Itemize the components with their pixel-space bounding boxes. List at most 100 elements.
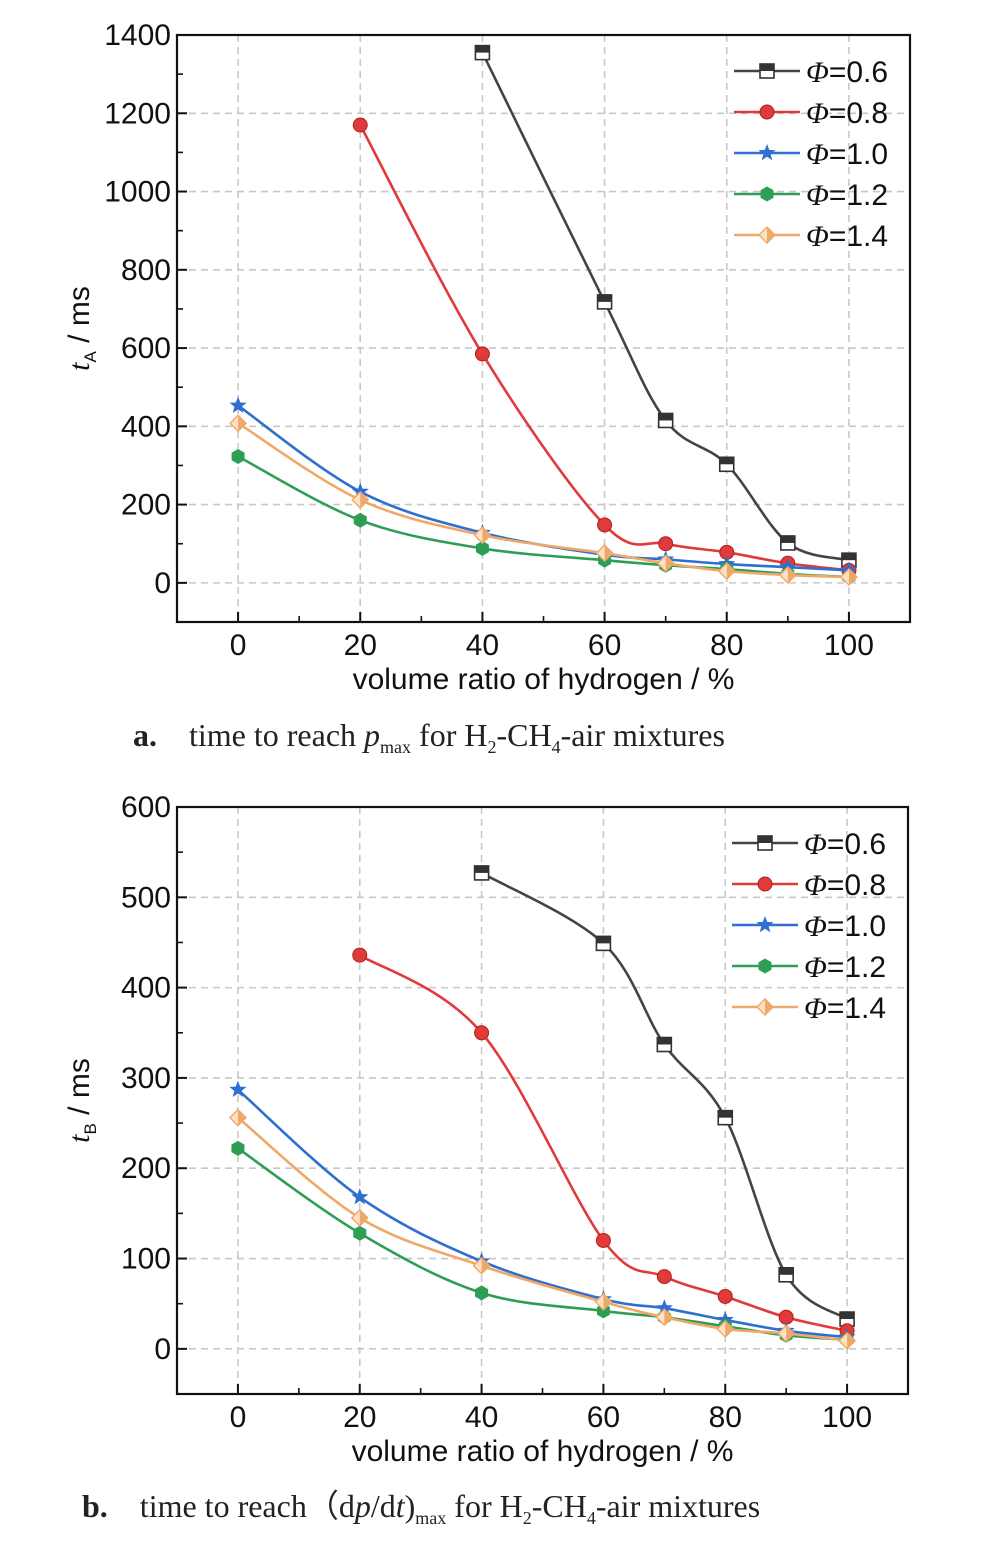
- y-axis-label: tA / ms: [63, 286, 100, 371]
- data-point: [231, 448, 245, 464]
- legend-marker: [758, 226, 776, 244]
- data-point: [718, 456, 735, 473]
- y-tick-label: 400: [121, 410, 171, 443]
- data-point: [777, 1324, 796, 1343]
- x-tick-label: 40: [465, 1401, 498, 1434]
- data-point: [594, 1292, 613, 1311]
- legend: Φ=0.6 Φ=0.8 Φ=1.0 Φ=1.2 Φ=1.4: [732, 828, 886, 1025]
- legend-label: Φ=0.6: [804, 828, 886, 861]
- data-point: [657, 412, 674, 429]
- data-point: [474, 346, 490, 362]
- legend-label: Φ=1.0: [806, 138, 888, 171]
- legend-marker: [758, 958, 772, 974]
- series-line: [359, 954, 848, 1333]
- data-point: [716, 1319, 735, 1338]
- legend-marker: [757, 876, 773, 892]
- data-point: [229, 1080, 247, 1097]
- legend: Φ=0.6 Φ=0.8 Φ=1.0 Φ=1.2 Φ=1.4: [734, 56, 888, 253]
- data-point: [656, 554, 675, 573]
- data-point: [353, 1225, 367, 1241]
- series-line: [359, 124, 850, 572]
- data-point: [229, 414, 248, 433]
- data-point: [717, 1109, 734, 1126]
- figure-caption: b. time to reach（dp/dt)max for H2-CH4-ai…: [82, 1488, 760, 1528]
- data-point: [839, 568, 858, 586]
- data-point: [778, 566, 797, 585]
- legend-label: Φ=1.4: [806, 220, 888, 253]
- x-tick-label: 0: [230, 629, 247, 662]
- data-point: [838, 1331, 857, 1350]
- x-tick-label: 100: [822, 1401, 872, 1434]
- data-point: [351, 482, 369, 499]
- series-0: [474, 44, 857, 568]
- grid: [177, 34, 910, 622]
- y-tick-label: 200: [121, 1152, 171, 1185]
- chart-a: 0 20 40 60 80 1000200400600800100012001400vol…: [63, 19, 912, 757]
- legend-marker: [756, 998, 774, 1016]
- legend-marker: [759, 63, 775, 79]
- data-point: [474, 44, 491, 61]
- legend-label: Φ=1.2: [806, 179, 888, 212]
- data-point: [475, 540, 489, 556]
- data-point: [352, 947, 368, 963]
- legend-marker: [759, 104, 775, 120]
- y-tick-label: 1000: [104, 176, 171, 209]
- legend-marker: [757, 835, 773, 851]
- legend-label: Φ=0.8: [804, 869, 886, 902]
- series-4: [229, 414, 858, 586]
- data-point: [655, 1299, 673, 1316]
- data-point: [778, 1266, 794, 1283]
- x-tick-label: 0: [230, 1401, 247, 1434]
- data-point: [231, 1140, 245, 1156]
- x-tick-label: 80: [709, 1401, 742, 1434]
- legend-label: Φ=0.8: [806, 97, 888, 130]
- y-axis-label: tB / ms: [63, 1058, 100, 1143]
- x-axis-label: volume ratio of hydrogen / %: [352, 1435, 734, 1468]
- data-point: [351, 490, 370, 509]
- y-tick-label: 600: [121, 791, 171, 824]
- y-tick-label: 500: [121, 881, 171, 914]
- plot-frame: [175, 33, 912, 624]
- y-tick-label: 0: [154, 567, 171, 600]
- y-tick-label: 1200: [104, 97, 171, 130]
- series-3: [231, 1140, 854, 1348]
- y-tick-label: 300: [121, 1062, 171, 1095]
- series-line: [480, 871, 848, 1321]
- data-point: [352, 117, 368, 133]
- data-point: [655, 1308, 674, 1327]
- series-4: [228, 1108, 857, 1350]
- series-1: [352, 117, 857, 578]
- data-point: [472, 1256, 491, 1275]
- legend-marker: [758, 144, 776, 161]
- data-point: [656, 1036, 673, 1053]
- ticks: 0 20 40 60 80 100 0 100 200 300 400 500 600: [121, 791, 909, 1434]
- data-point: [228, 1108, 247, 1127]
- y-tick-label: 400: [121, 972, 171, 1005]
- y-tick-label: 800: [121, 254, 171, 287]
- data-point: [474, 1025, 490, 1041]
- series-line: [481, 52, 850, 562]
- data-point: [229, 396, 247, 413]
- legend-label: Φ=1.2: [804, 951, 886, 984]
- x-tick-label: 80: [710, 629, 743, 662]
- data-point: [351, 1188, 369, 1205]
- series-0: [473, 865, 855, 1327]
- x-tick-label: 20: [343, 1401, 376, 1434]
- data-point: [780, 535, 796, 551]
- data-point: [658, 536, 674, 552]
- y-tick-label: 200: [121, 489, 171, 522]
- y-tick-label: 100: [121, 1243, 171, 1276]
- data-point: [717, 562, 736, 581]
- series-line: [237, 1147, 848, 1342]
- data-point: [473, 865, 490, 881]
- x-tick-label: 100: [824, 629, 874, 662]
- data-point: [595, 935, 612, 952]
- series-2: [229, 396, 858, 578]
- data-point: [596, 294, 613, 310]
- data-point: [656, 1269, 672, 1285]
- x-tick-label: 40: [466, 629, 499, 662]
- data-point: [350, 1208, 369, 1227]
- legend-label: Φ=1.0: [804, 910, 886, 943]
- x-tick-label: 60: [587, 1401, 620, 1434]
